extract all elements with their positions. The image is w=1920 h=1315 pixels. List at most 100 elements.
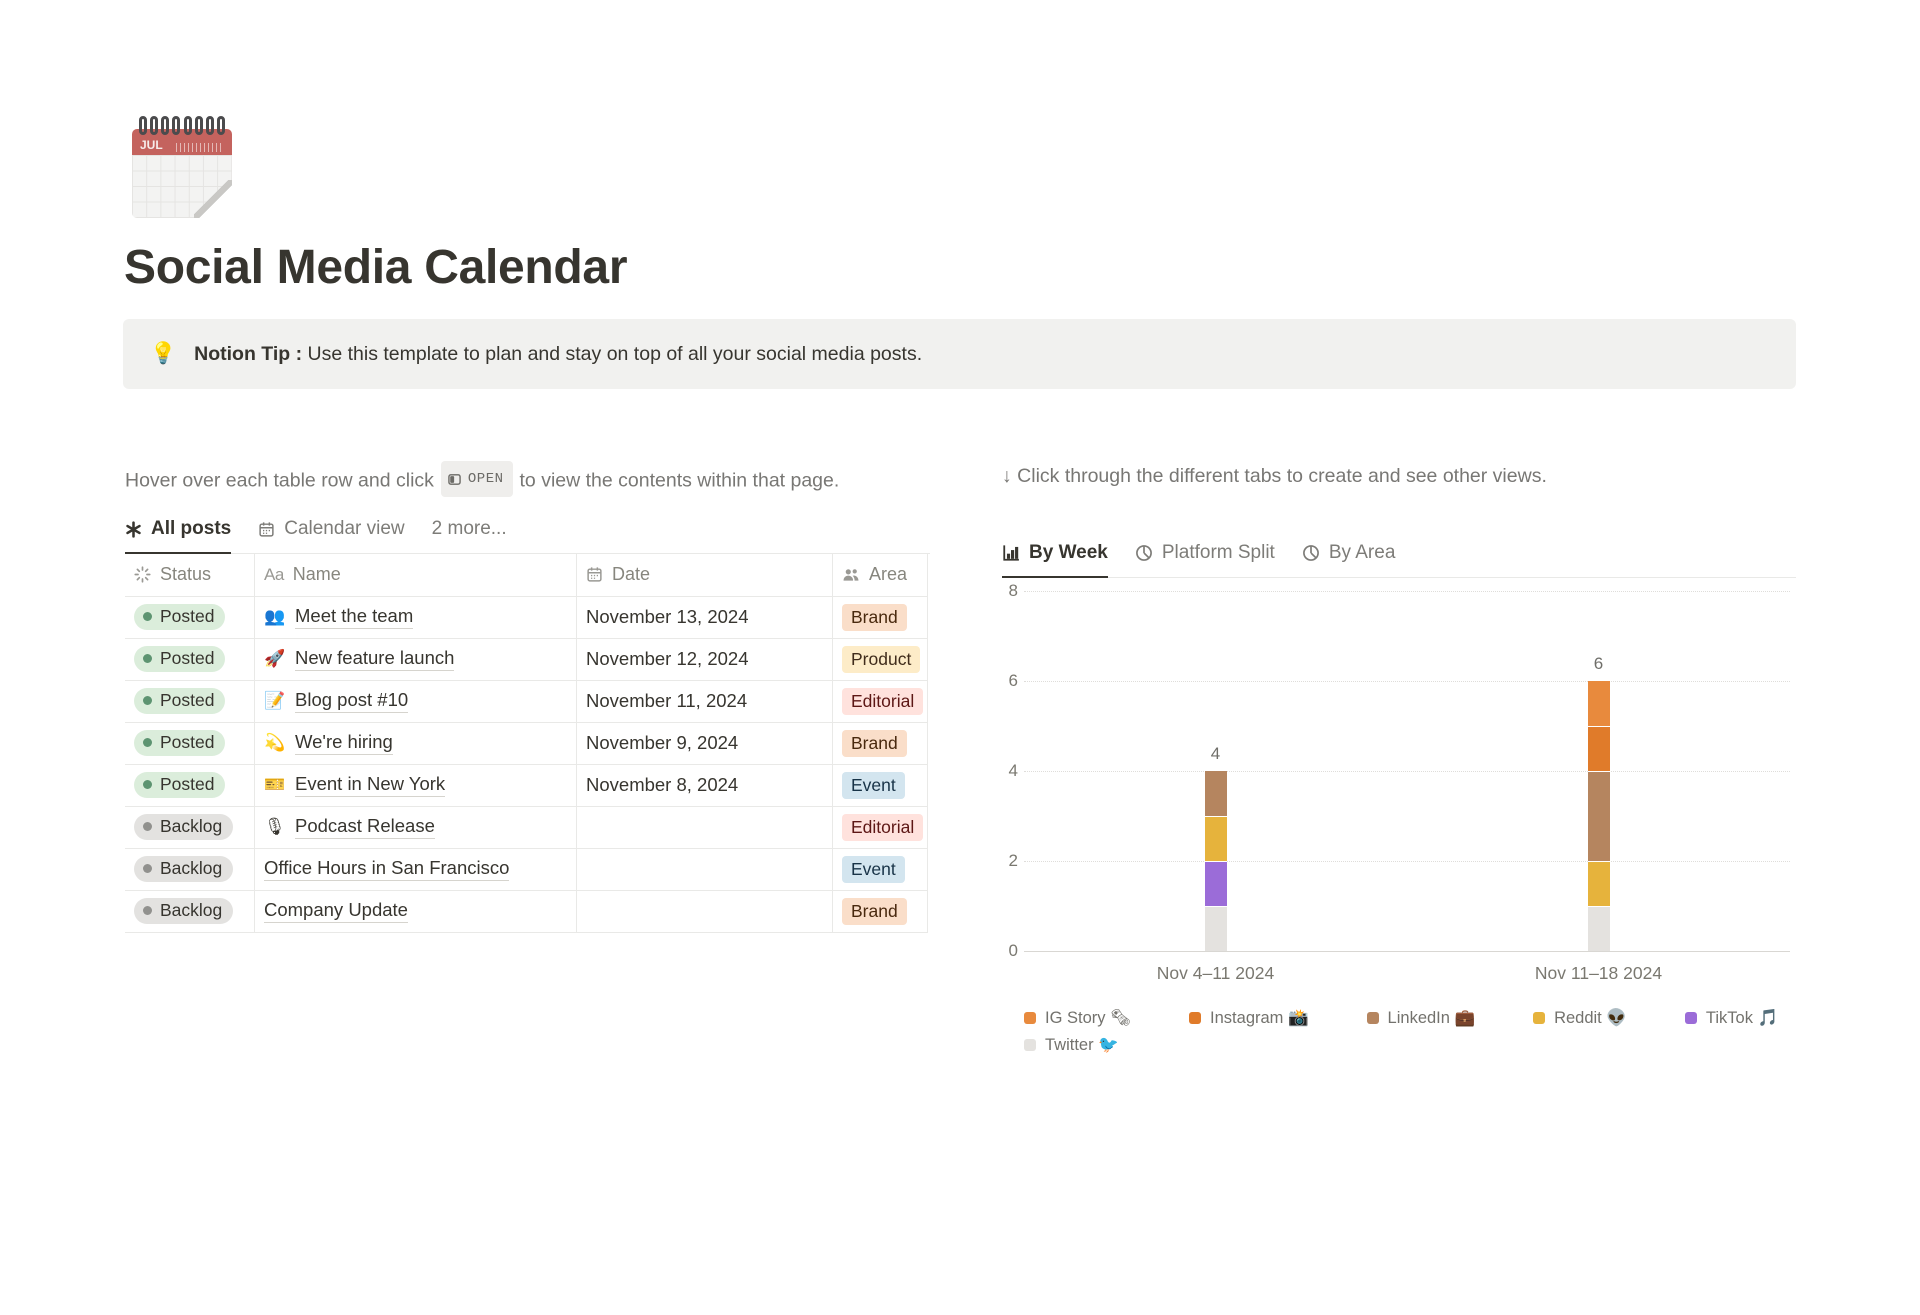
area-cell[interactable]: Event	[833, 848, 928, 890]
table-row[interactable]: Posted 💫 We're hiring November 9, 2024 Brand	[125, 722, 928, 765]
calendar-rings	[139, 116, 225, 135]
column-header-name[interactable]: Aa Name	[255, 553, 577, 596]
legend-swatch	[1024, 1012, 1036, 1024]
page-icon-spiral-calendar[interactable]: JUL	[132, 116, 232, 218]
legend-swatch	[1024, 1039, 1036, 1051]
gridline	[1024, 590, 1790, 592]
page-link[interactable]: Office Hours in San Francisco	[264, 857, 510, 881]
page-link[interactable]: Company Update	[264, 899, 408, 923]
column-header-date[interactable]: Date	[577, 553, 833, 596]
status-cell[interactable]: Backlog	[125, 806, 255, 848]
name-cell[interactable]: 🚀 New feature launch	[255, 638, 577, 680]
aa-icon: Aa	[264, 564, 284, 584]
name-cell[interactable]: Office Hours in San Francisco	[255, 848, 577, 890]
bar-segment-igstory	[1587, 680, 1610, 726]
name-cell[interactable]: 💫 We're hiring	[255, 722, 577, 764]
area-cell[interactable]: Brand	[833, 722, 928, 764]
table-row[interactable]: Posted 📝 Blog post #10 November 11, 2024 Edi…	[125, 680, 928, 723]
status-cell[interactable]: Posted	[125, 764, 255, 806]
pie-chart-icon	[1302, 544, 1320, 562]
page-link[interactable]: Blog post #10	[295, 689, 409, 713]
lightbulb-icon: 💡	[150, 342, 177, 365]
legend-label: Reddit 👽	[1554, 1008, 1627, 1027]
legend-swatch	[1684, 1012, 1697, 1024]
page-link[interactable]: New feature launch	[295, 647, 455, 671]
gridline	[1024, 860, 1790, 862]
status-label: Backlog	[160, 900, 223, 920]
date-cell[interactable]: November 12, 2024	[577, 638, 833, 680]
area-tag: Product	[842, 645, 921, 673]
name-cell[interactable]: Company Update	[255, 890, 577, 932]
column-header-status[interactable]: Status	[125, 553, 255, 596]
status-cell[interactable]: Backlog	[125, 848, 255, 890]
legend-item-igstory: IG Story 🗞	[1024, 1009, 1131, 1028]
date-cell[interactable]	[577, 806, 833, 848]
name-cell[interactable]: 🎫 Event in New York	[255, 764, 577, 806]
page-link[interactable]: We're hiring	[295, 731, 393, 755]
date-cell[interactable]	[577, 848, 833, 890]
tab-platform-split[interactable]: Platform Split	[1135, 541, 1275, 578]
date-cell[interactable]: November 8, 2024	[577, 764, 833, 806]
tab-2-more-[interactable]: 2 more...	[432, 517, 507, 554]
chart-section: ↓ Click through the different tabs to cr…	[1002, 461, 1796, 1066]
y-axis-tick-label: 4	[1008, 760, 1018, 780]
date-cell[interactable]: November 13, 2024	[577, 596, 833, 638]
date-cell[interactable]	[577, 890, 833, 932]
table-row[interactable]: Backlog Company Update Brand	[125, 890, 928, 933]
bar-total-label: 4	[1210, 743, 1221, 763]
area-cell[interactable]: Brand	[833, 596, 928, 638]
area-cell[interactable]: Event	[833, 764, 928, 806]
tab-all-posts[interactable]: All posts	[125, 517, 232, 554]
legend-swatch	[1189, 1012, 1202, 1024]
status-dot-icon	[143, 906, 152, 915]
status-cell[interactable]: Posted	[125, 596, 255, 638]
status-dot-icon	[143, 696, 152, 705]
legend-swatch	[1366, 1012, 1379, 1024]
area-cell[interactable]: Product	[833, 638, 928, 680]
bar-chart-icon	[1002, 544, 1020, 562]
gridline	[1024, 680, 1790, 682]
table-row[interactable]: Backlog Office Hours in San Francisco Even…	[125, 848, 928, 891]
area-cell[interactable]: Editorial	[833, 806, 928, 848]
area-tag: Event	[842, 855, 905, 883]
page-link[interactable]: Event in New York	[295, 773, 446, 797]
legend-item-linkedin: LinkedIn 💼	[1366, 1009, 1475, 1028]
column-header-area[interactable]: Area	[833, 553, 928, 596]
bar-segment-linkedin	[1204, 770, 1227, 816]
bar-segment-tiktok	[1204, 860, 1227, 906]
name-cell[interactable]: 🎙 Podcast Release	[255, 806, 577, 848]
y-axis-tick-label: 8	[1008, 580, 1018, 600]
posts-database-section: Hover over each table row and click OPEN t…	[125, 461, 930, 933]
page-link[interactable]: Meet the team	[295, 605, 414, 629]
pie-chart-icon	[1135, 544, 1153, 562]
status-cell[interactable]: Backlog	[125, 890, 255, 932]
name-cell[interactable]: 📝 Blog post #10	[255, 680, 577, 722]
table-row[interactable]: Posted 🚀 New feature launch November 12, 20…	[125, 638, 928, 681]
status-label: Posted	[160, 732, 215, 752]
page-link[interactable]: Podcast Release	[295, 815, 435, 839]
calendar-month-banner: JUL	[132, 129, 232, 155]
status-dot-icon	[143, 822, 152, 831]
tab-calendar-view[interactable]: Calendar view	[258, 517, 405, 554]
table-row[interactable]: Backlog 🎙 Podcast Release Editorial	[125, 806, 928, 849]
status-cell[interactable]: Posted	[125, 722, 255, 764]
date-cell[interactable]: November 11, 2024	[577, 680, 833, 722]
area-cell[interactable]: Brand	[833, 890, 928, 932]
table-row[interactable]: Posted 🎫 Event in New York November 8, 2024…	[125, 764, 928, 807]
status-badge: Posted	[134, 730, 226, 756]
status-cell[interactable]: Posted	[125, 638, 255, 680]
area-tag: Editorial	[842, 813, 924, 841]
date-cell[interactable]: November 9, 2024	[577, 722, 833, 764]
name-cell[interactable]: 👥 Meet the team	[255, 596, 577, 638]
page-emoji-icon: 👥	[264, 607, 286, 626]
column-label: Name	[292, 564, 341, 584]
tab-by-week[interactable]: By Week	[1002, 541, 1108, 578]
table-row[interactable]: Posted 👥 Meet the team November 13, 2024 Bra…	[125, 596, 928, 639]
legend-label: TikTok 🎵	[1705, 1008, 1779, 1027]
status-cell[interactable]: Posted	[125, 680, 255, 722]
tab-by-area[interactable]: By Area	[1302, 541, 1395, 578]
open-button[interactable]: OPEN	[440, 461, 513, 497]
bar-segment-linkedin	[1587, 770, 1610, 861]
legend-item-twitter: Twitter 🐦	[1024, 1036, 1119, 1055]
area-cell[interactable]: Editorial	[833, 680, 928, 722]
